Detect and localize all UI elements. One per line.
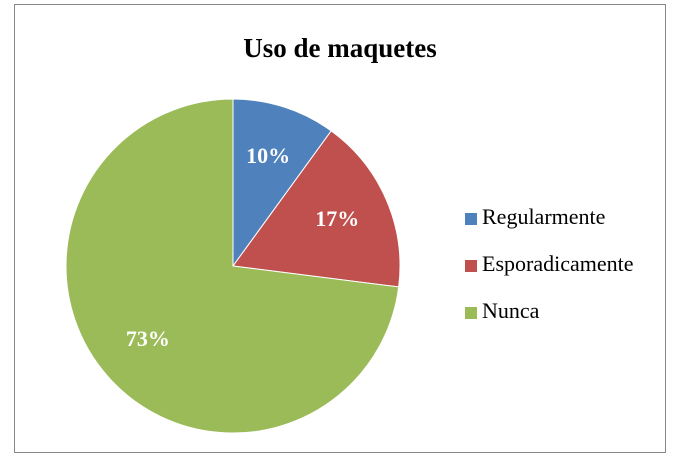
pie-slice [65,98,400,434]
legend-label: Nunca [482,298,540,323]
legend-swatch [465,213,477,225]
data-label: 17% [315,206,359,231]
legend-swatch [465,260,477,272]
pie-slice [232,98,332,268]
data-label: 73% [126,326,170,351]
pie-slice [232,130,401,288]
legend-label: Esporadicamente [482,251,634,276]
legend-label: Regularmente [482,204,605,229]
data-label: 10% [246,143,290,168]
chart-title: Uso de maquetes [243,33,437,63]
legend-swatch [465,307,477,319]
